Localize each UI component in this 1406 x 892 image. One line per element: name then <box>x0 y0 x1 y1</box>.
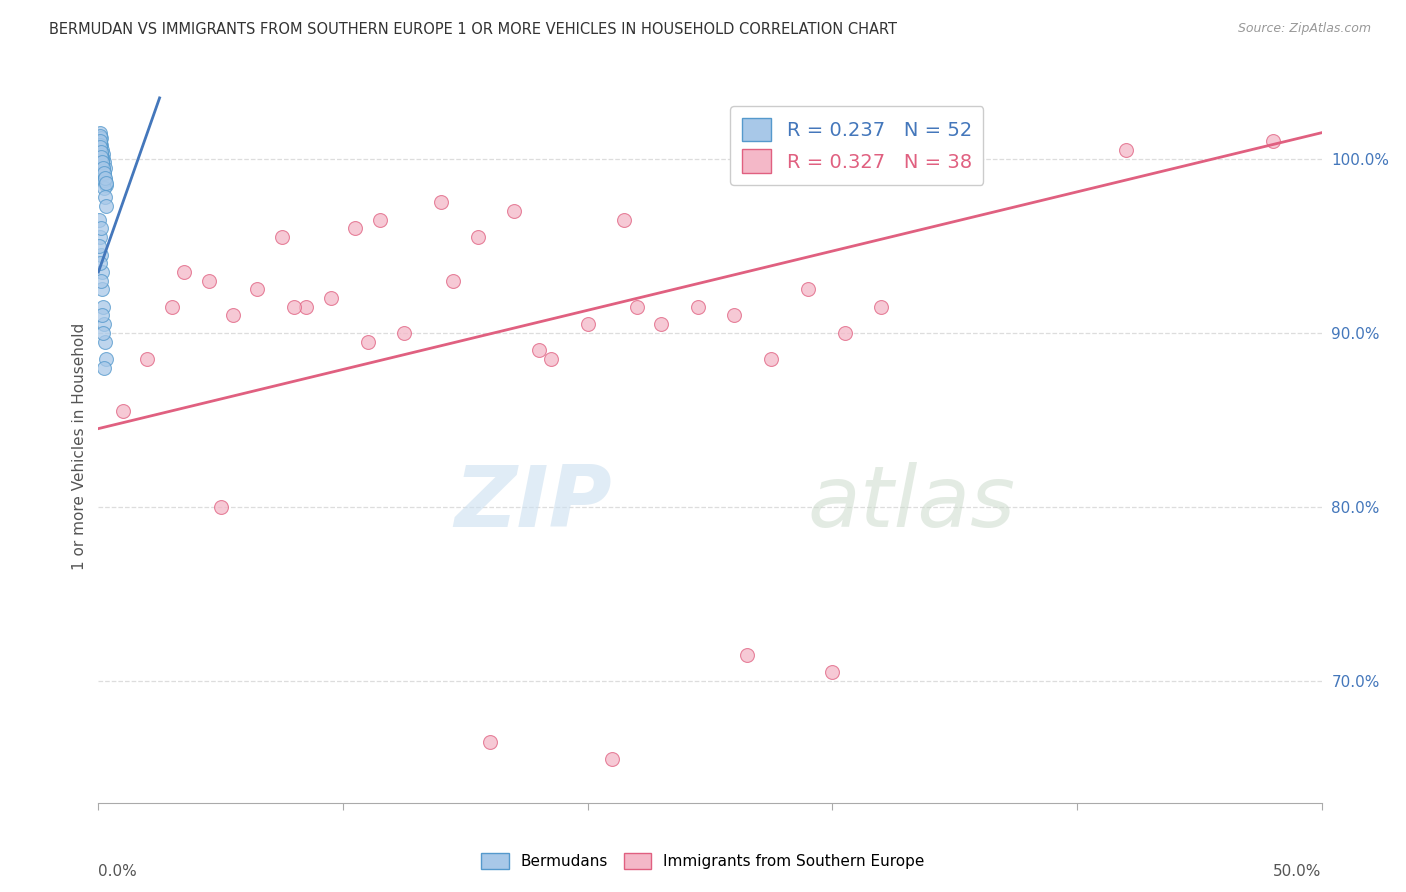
Point <box>94 351 117 366</box>
Point <box>467 230 489 244</box>
Point <box>90 150 112 164</box>
Point <box>93 168 115 182</box>
Point <box>94 171 117 186</box>
Point <box>90 265 112 279</box>
Point <box>89 141 111 155</box>
Point <box>90 155 112 169</box>
Point <box>797 282 820 296</box>
Text: 50.0%: 50.0% <box>1274 863 1322 879</box>
Point <box>93 181 115 195</box>
Point <box>246 282 269 296</box>
Point <box>89 230 111 244</box>
Point <box>540 351 562 366</box>
Point <box>160 300 183 314</box>
Point <box>89 136 111 150</box>
Point <box>441 274 464 288</box>
Point <box>1115 143 1137 157</box>
Point <box>613 212 636 227</box>
Point <box>93 172 115 186</box>
Point <box>89 256 111 270</box>
Point <box>430 195 453 210</box>
Point <box>576 317 599 331</box>
Point <box>761 351 783 366</box>
Point <box>197 274 219 288</box>
Point <box>93 161 115 175</box>
Point <box>91 300 114 314</box>
Point <box>90 146 112 161</box>
Point <box>686 300 709 314</box>
Point <box>93 317 115 331</box>
Y-axis label: 1 or more Vehicles in Household: 1 or more Vehicles in Household <box>72 322 87 570</box>
Point <box>834 326 856 340</box>
Point <box>90 274 112 288</box>
Point <box>90 145 112 159</box>
Point <box>91 152 114 166</box>
Point <box>270 230 294 244</box>
Point <box>650 317 672 331</box>
Point <box>91 164 114 178</box>
Point <box>283 300 305 314</box>
Point <box>94 334 117 349</box>
Point <box>91 155 114 169</box>
Point <box>600 752 623 766</box>
Point <box>723 309 745 323</box>
Point <box>319 291 342 305</box>
Point <box>94 176 117 190</box>
Text: atlas: atlas <box>808 461 1017 545</box>
Point <box>392 326 416 340</box>
Point <box>222 309 245 323</box>
Text: BERMUDAN VS IMMIGRANTS FROM SOUTHERN EUROPE 1 OR MORE VEHICLES IN HOUSEHOLD CORR: BERMUDAN VS IMMIGRANTS FROM SOUTHERN EUR… <box>49 22 897 37</box>
Point <box>626 300 648 314</box>
Point <box>94 178 117 192</box>
Point <box>478 735 501 749</box>
Point <box>91 146 114 161</box>
Point <box>93 155 115 169</box>
Point <box>368 212 391 227</box>
Point <box>735 648 758 662</box>
Legend: R = 0.237   N = 52, R = 0.327   N = 38: R = 0.237 N = 52, R = 0.327 N = 38 <box>730 106 983 185</box>
Point <box>90 221 112 235</box>
Point <box>821 665 844 680</box>
Point <box>136 351 159 366</box>
Point <box>89 129 111 144</box>
Point <box>89 212 111 227</box>
Point <box>91 157 114 171</box>
Point <box>89 135 111 149</box>
Point <box>90 152 112 166</box>
Point <box>94 172 117 186</box>
Point <box>90 247 112 261</box>
Point <box>93 360 115 375</box>
Point <box>527 343 550 358</box>
Point <box>91 326 114 340</box>
Point <box>94 190 117 204</box>
Point <box>90 131 112 145</box>
Point <box>870 300 893 314</box>
Point <box>89 135 111 149</box>
Point <box>503 204 526 219</box>
Point <box>91 143 114 157</box>
Point <box>1261 135 1284 149</box>
Point <box>209 500 232 514</box>
Point <box>90 148 112 162</box>
Point <box>89 239 111 253</box>
Legend: Bermudans, Immigrants from Southern Europe: Bermudans, Immigrants from Southern Euro… <box>475 847 931 875</box>
Point <box>91 282 114 296</box>
Point <box>90 137 112 152</box>
Point <box>295 300 318 314</box>
Point <box>89 126 111 140</box>
Point <box>356 334 378 349</box>
Point <box>93 166 115 180</box>
Point <box>91 161 114 175</box>
Point <box>173 265 195 279</box>
Point <box>344 221 367 235</box>
Point <box>91 309 114 323</box>
Text: Source: ZipAtlas.com: Source: ZipAtlas.com <box>1237 22 1371 36</box>
Point <box>89 137 111 152</box>
Point <box>91 162 114 177</box>
Point <box>111 404 134 418</box>
Text: 0.0%: 0.0% <box>98 863 138 879</box>
Point <box>96 199 118 213</box>
Text: ZIP: ZIP <box>454 461 612 545</box>
Point <box>89 139 111 153</box>
